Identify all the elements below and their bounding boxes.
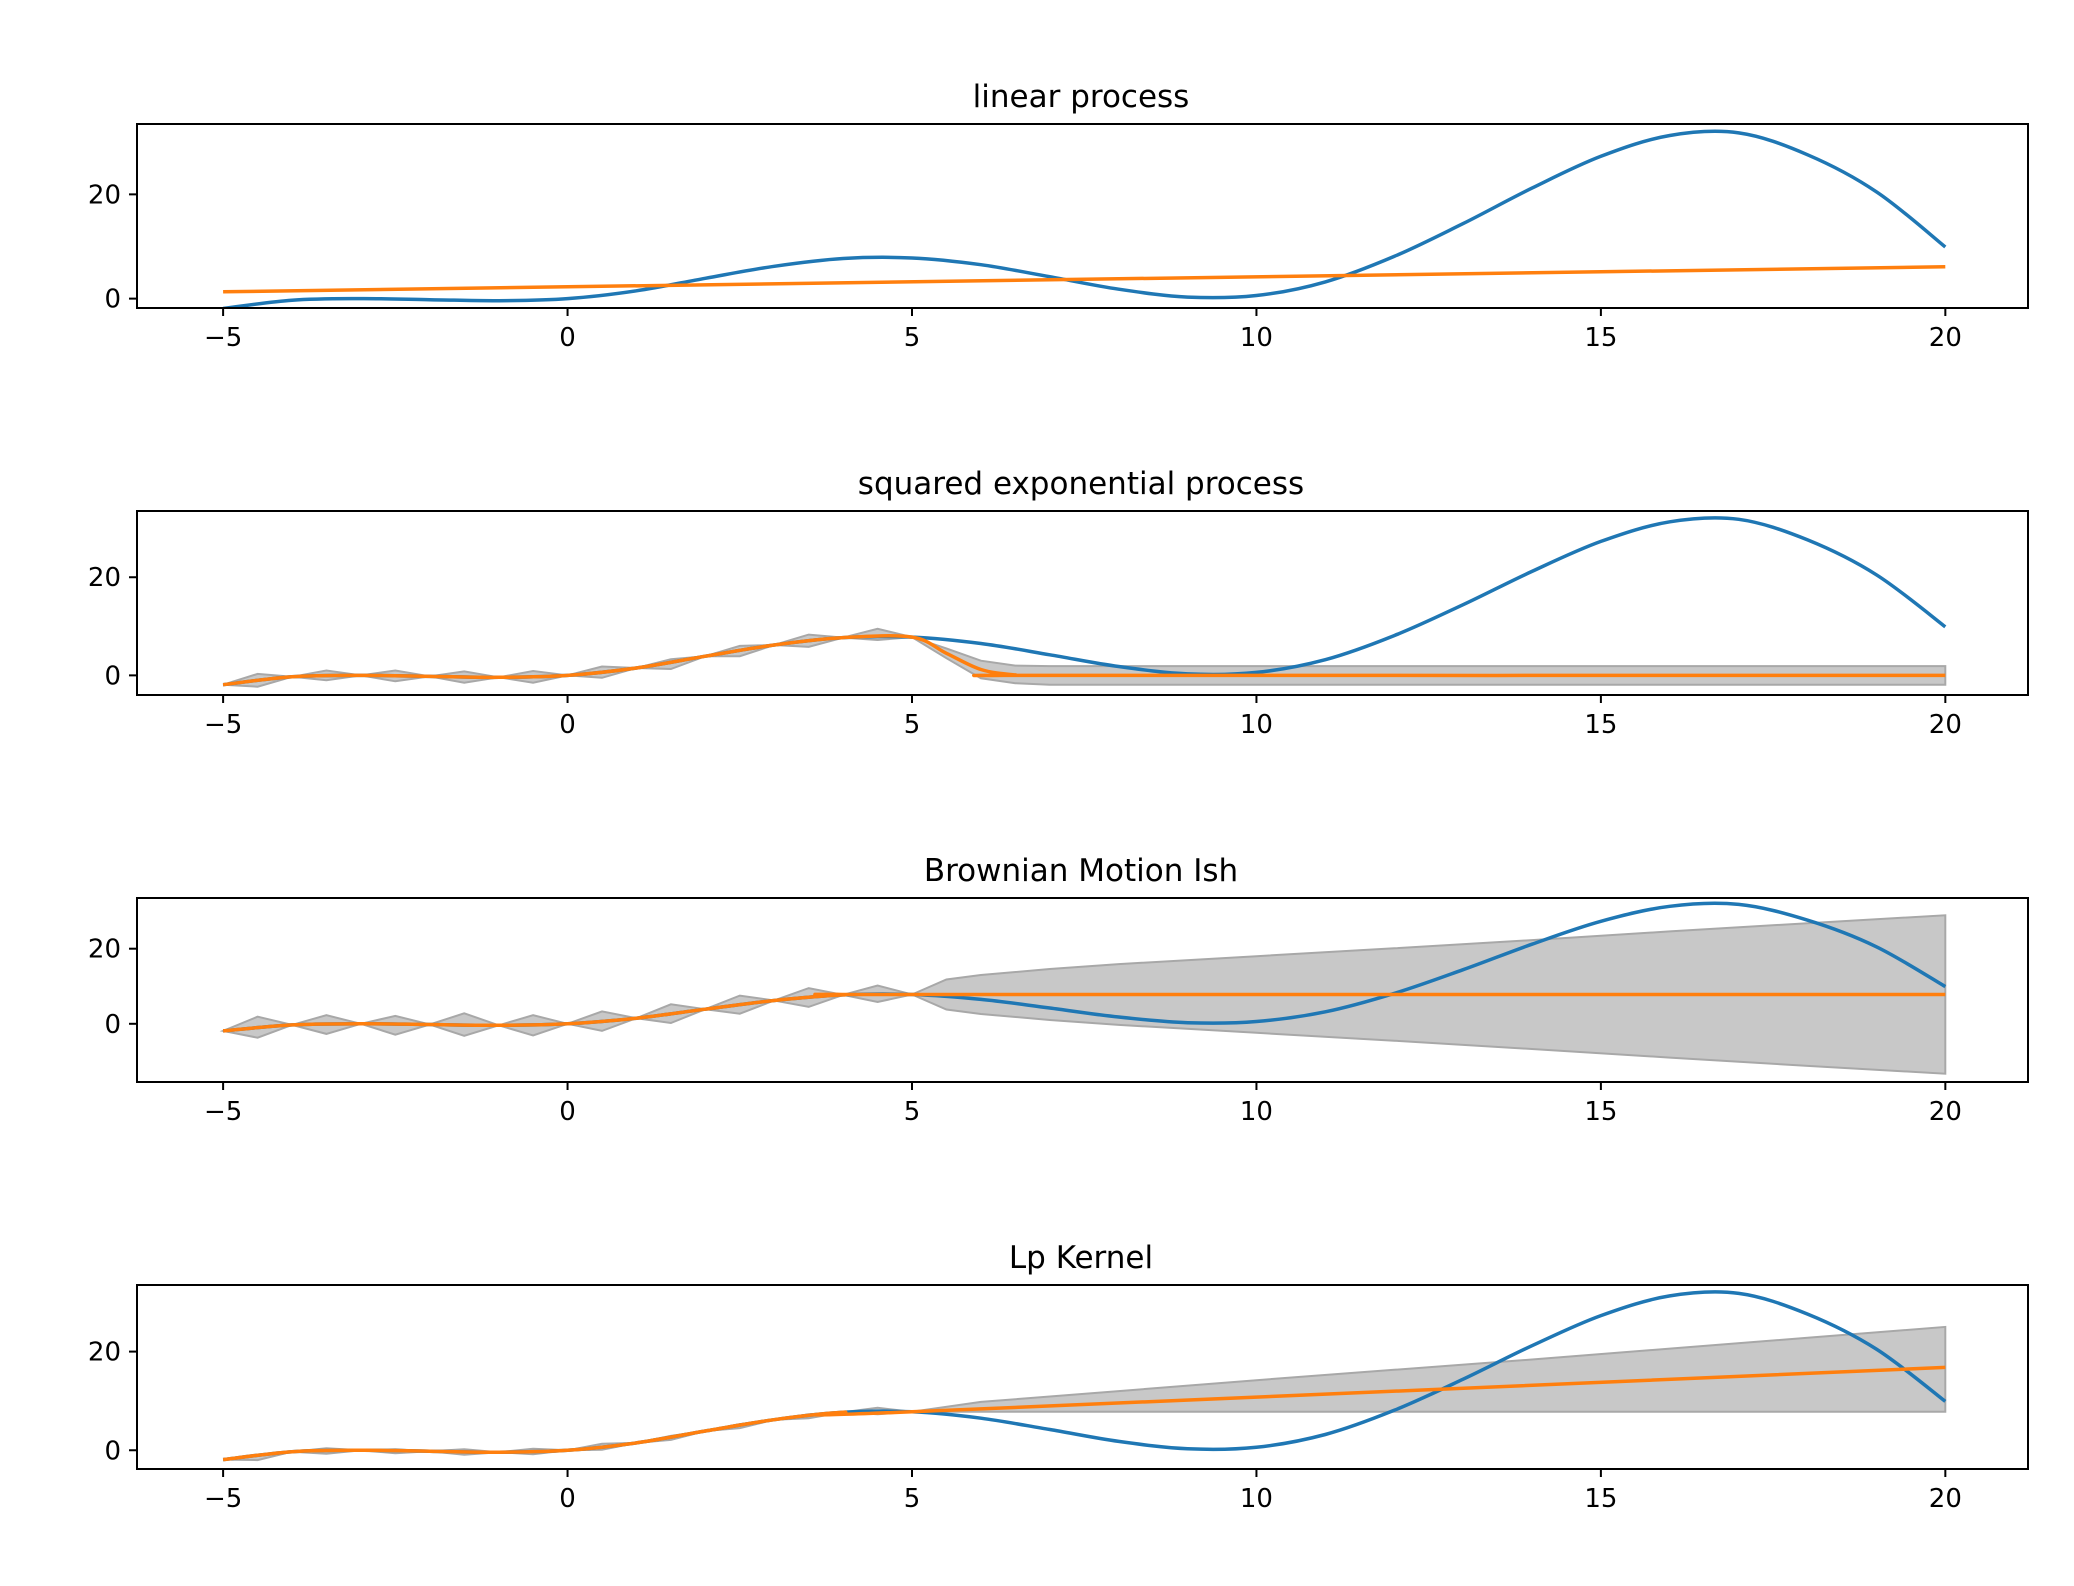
plot-area (222, 129, 1947, 308)
plot-area (222, 1290, 1947, 1462)
x-tick-label: 10 (1240, 710, 1273, 740)
subplot-squared-exponential-process: squared exponential process −5 0 5 10 15 20 0 2… (88, 466, 2029, 740)
x-tick-label: 20 (1929, 1484, 1962, 1514)
x-tick-label: 10 (1240, 1097, 1273, 1127)
x-tick-label: 15 (1584, 323, 1617, 353)
axes-frame (136, 123, 2029, 309)
x-tick-label: −5 (204, 323, 242, 353)
x-tick-label: 0 (559, 1097, 576, 1127)
y-tick-label: 20 (88, 1338, 121, 1368)
x-tick-label: 15 (1584, 1097, 1617, 1127)
x-tick-label: 5 (904, 323, 921, 353)
y-tick-label: 0 (104, 1436, 121, 1466)
x-tick-label: 5 (904, 1097, 921, 1127)
mean-prediction-line (222, 634, 1946, 687)
x-tick-label: 5 (904, 1484, 921, 1514)
subplot-title: linear process (973, 79, 1190, 115)
subplot-title: squared exponential process (858, 466, 1304, 502)
y-tick-label: 0 (104, 285, 121, 315)
confidence-band (222, 1325, 1947, 1462)
axes-frame (136, 510, 2029, 696)
x-tick-label: 15 (1584, 1484, 1617, 1514)
x-tick-label: −5 (204, 1097, 242, 1127)
x-tick-label: 5 (904, 710, 921, 740)
true-function-line (222, 516, 1947, 687)
x-tick-label: −5 (204, 1484, 242, 1514)
y-tick-label: 20 (88, 563, 121, 593)
x-tick-label: 0 (559, 710, 576, 740)
x-tick-label: 0 (559, 323, 576, 353)
subplot-title: Brownian Motion Ish (924, 853, 1238, 889)
y-tick-label: 20 (88, 935, 121, 965)
x-tick-label: 20 (1929, 1097, 1962, 1127)
x-tick-label: 10 (1240, 323, 1273, 353)
plot-area (222, 516, 1947, 688)
subplot-lp-kernel: Lp Kernel −5 0 5 10 15 20 0 20 (88, 1240, 2029, 1514)
subplot-brownian-motion-ish: Brownian Motion Ish −5 0 5 10 15 20 0 20 (88, 853, 2029, 1127)
y-tick-label: 0 (104, 661, 121, 691)
y-tick-label: 0 (104, 1010, 121, 1040)
mean-prediction-line (223, 265, 1946, 294)
axes-frame (136, 1284, 2029, 1470)
x-tick-label: 0 (559, 1484, 576, 1514)
plot-area (219, 901, 1947, 1075)
subplot-title: Lp Kernel (1009, 1240, 1153, 1276)
mean-prediction-line (222, 1365, 1946, 1462)
x-tick-label: 15 (1584, 710, 1617, 740)
y-tick-label: 20 (88, 180, 121, 210)
mean-prediction-line (222, 992, 1946, 1033)
true-function-line (222, 129, 1947, 308)
subplot-linear-process: linear process −5 0 5 10 15 20 0 20 (88, 79, 2029, 353)
axes-frame (136, 897, 2029, 1083)
x-tick-label: −5 (204, 710, 242, 740)
x-tick-label: 20 (1929, 323, 1962, 353)
x-tick-label: 10 (1240, 1484, 1273, 1514)
x-tick-label: 20 (1929, 710, 1962, 740)
